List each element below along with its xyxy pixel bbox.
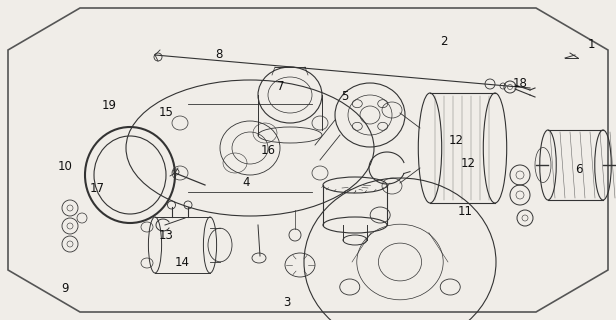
Text: 14: 14: [174, 256, 189, 269]
Text: 8: 8: [215, 48, 222, 61]
Text: 9: 9: [61, 282, 68, 294]
Text: 7: 7: [277, 80, 284, 93]
Text: 11: 11: [458, 205, 472, 218]
Text: 17: 17: [90, 182, 105, 195]
Text: 12: 12: [448, 134, 463, 147]
Text: 18: 18: [513, 77, 528, 90]
Text: 4: 4: [243, 176, 250, 189]
Text: 5: 5: [341, 90, 349, 102]
Text: 6: 6: [575, 163, 583, 176]
Text: 15: 15: [159, 106, 174, 118]
Text: 19: 19: [102, 99, 117, 112]
Text: 10: 10: [57, 160, 72, 173]
Text: 1: 1: [588, 38, 595, 51]
Text: 13: 13: [159, 229, 174, 242]
Text: 2: 2: [440, 35, 447, 48]
Text: 16: 16: [261, 144, 275, 157]
Text: 3: 3: [283, 296, 290, 309]
Text: 12: 12: [461, 157, 476, 170]
